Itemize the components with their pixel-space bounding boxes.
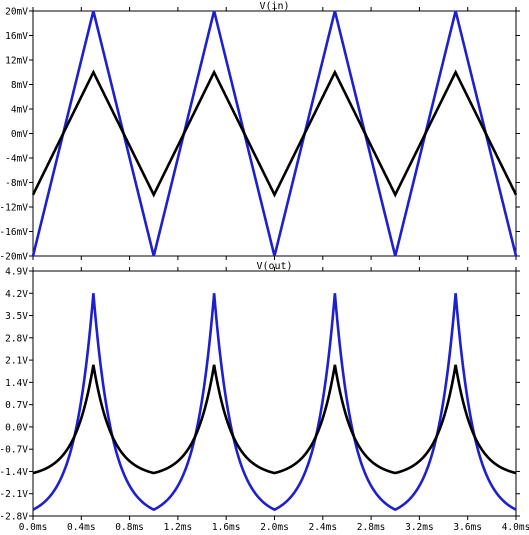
series-line-blue (32, 293, 517, 512)
y-tick-label: 0.0V (5, 422, 28, 433)
y-tick-label: -2.8V (0, 512, 28, 523)
chart-pane-vout: V(out) 4.9V 4.2V 3.5V 2.8V 2.1V 1.4V 0.7V 0.0V -0… (0, 261, 529, 533)
x-tick-label: 0.8ms (115, 522, 144, 533)
y-tick-label: 4mV (11, 105, 28, 116)
x-tick-label: 3.6ms (453, 522, 482, 533)
y-tick-label: 20mV (5, 7, 28, 18)
chart-title: V(out) (256, 261, 292, 272)
y-tick-label: -12mV (0, 203, 28, 214)
x-tick-label: 4.0ms (502, 522, 529, 533)
y-tick-label: -2.1V (0, 489, 28, 500)
series-line-blue (31, 10, 518, 257)
y-tick-label: 2.1V (5, 356, 28, 367)
plot-frame (32, 10, 517, 257)
y-tick-label: -8mV (5, 178, 28, 189)
y-tick-label: -1.4V (0, 467, 28, 478)
y-tick-label: 0mV (11, 129, 28, 140)
y-tick-label: 0.7V (5, 400, 28, 411)
y-tick-label: 16mV (5, 31, 28, 42)
x-tick-label: 0.0ms (19, 522, 48, 533)
y-tick-label: 2.8V (5, 333, 28, 344)
x-tick-label: 1.2ms (164, 522, 193, 533)
y-tick-label: 1.4V (5, 378, 28, 389)
y-tick-label: 8mV (11, 80, 28, 91)
y-tick-label: -16mV (0, 227, 28, 238)
x-tick-label: 1.6ms (212, 522, 241, 533)
chart-title: V(in) (259, 1, 289, 12)
series-line-black (31, 69, 518, 198)
chart-pane-vin: V(in) 20mV 16mV 12mV 8mV 4mV 0mV -4mV -8mV -12mV -… (0, 1, 520, 263)
y-tick-label: 4.2V (5, 289, 28, 300)
y-tick-label: -20mV (0, 252, 28, 263)
x-tick-label: 3.2ms (405, 522, 434, 533)
y-tick-label: 3.5V (5, 311, 28, 322)
y-tick-label: 12mV (5, 56, 28, 67)
y-tick-label: -4mV (5, 154, 28, 165)
x-tick-label: 0.4ms (67, 522, 96, 533)
y-tick-label: -0.7V (0, 445, 28, 456)
x-tick-label: 2.8ms (357, 522, 386, 533)
y-tick-label: 4.9V (5, 267, 28, 278)
x-tick-label: 2.0ms (260, 522, 289, 533)
series-line-black (32, 364, 517, 475)
x-tick-label: 2.4ms (308, 522, 337, 533)
